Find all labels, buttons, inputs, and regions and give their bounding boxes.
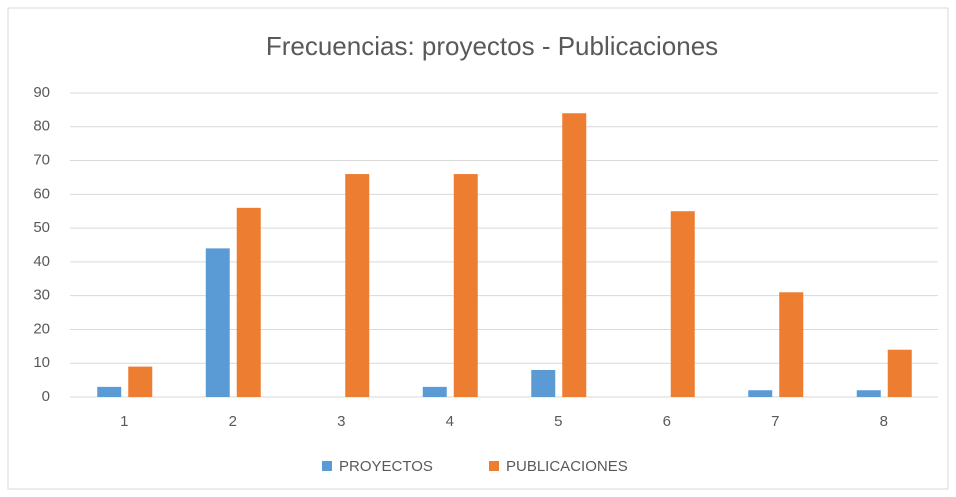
- x-tick-label: 5: [554, 413, 562, 430]
- x-tick-label: 1: [120, 413, 128, 430]
- y-tick-label: 0: [42, 388, 50, 405]
- chart-frame: [7, 7, 949, 490]
- x-tick-label: 8: [880, 413, 888, 430]
- x-tick-label: 4: [446, 413, 454, 430]
- y-tick-label: 60: [33, 185, 50, 202]
- legend-label: PUBLICACIONES: [506, 458, 628, 475]
- y-tick-label: 90: [33, 84, 50, 101]
- bar: [97, 386, 122, 397]
- bar: [670, 211, 695, 397]
- bar: [856, 390, 881, 397]
- bar: [887, 349, 912, 397]
- bar: [779, 292, 804, 397]
- y-tick-label: 70: [33, 152, 50, 169]
- y-tick-label: 10: [33, 354, 50, 371]
- bar: [128, 366, 153, 397]
- y-tick-label: 40: [33, 253, 50, 270]
- bar: [205, 248, 230, 397]
- legend-swatch: [489, 461, 499, 471]
- y-tick-label: 50: [33, 219, 50, 236]
- bar: [345, 174, 370, 397]
- bar: [236, 207, 261, 397]
- bar: [748, 390, 773, 397]
- x-tick-label: 6: [663, 413, 671, 430]
- bar: [562, 113, 587, 398]
- legend-swatch: [322, 461, 332, 471]
- bar: [422, 386, 447, 397]
- bar: [453, 174, 478, 397]
- y-tick-label: 20: [33, 320, 50, 337]
- legend-label: PROYECTOS: [339, 458, 433, 475]
- y-tick-label: 30: [33, 287, 50, 304]
- x-tick-label: 2: [229, 413, 237, 430]
- x-tick-label: 3: [337, 413, 345, 430]
- chart-title: Frecuencias: proyectos - Publicaciones: [266, 31, 718, 61]
- y-tick-label: 80: [33, 118, 50, 135]
- x-tick-label: 7: [771, 413, 779, 430]
- bar: [531, 369, 556, 397]
